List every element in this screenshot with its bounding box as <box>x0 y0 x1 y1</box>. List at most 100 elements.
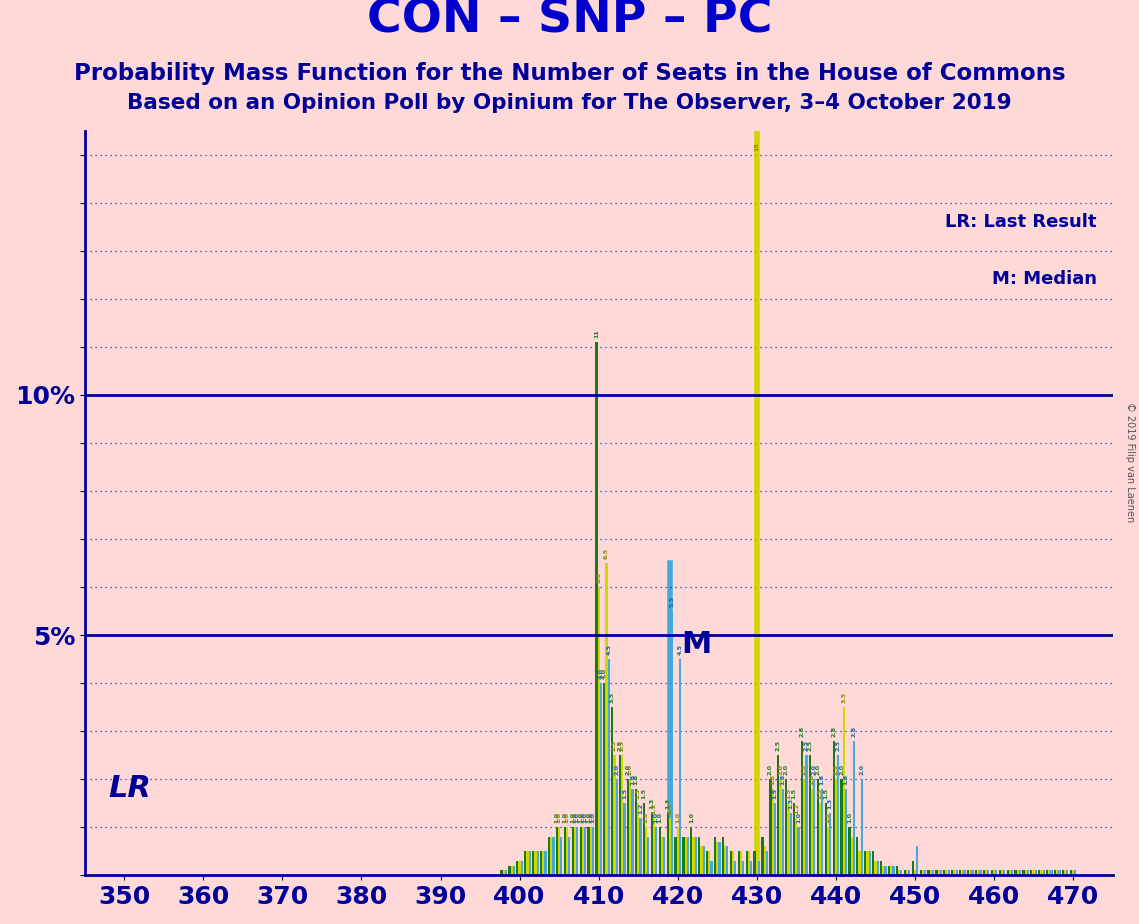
Text: 1.0: 1.0 <box>581 812 585 823</box>
Bar <box>906 870 908 875</box>
Bar <box>785 779 787 875</box>
Bar <box>703 846 705 875</box>
Bar <box>859 851 861 875</box>
Text: M: Median: M: Median <box>992 271 1097 288</box>
Bar <box>883 866 884 875</box>
Bar <box>1042 870 1044 875</box>
Bar <box>528 851 531 875</box>
Bar <box>653 818 655 875</box>
Bar <box>677 827 679 875</box>
Bar <box>532 851 534 875</box>
Bar <box>516 861 518 875</box>
Bar <box>666 813 669 875</box>
Bar <box>916 846 918 875</box>
Bar <box>1001 870 1003 875</box>
Bar <box>614 755 615 875</box>
Bar <box>865 851 867 875</box>
Text: 2.5: 2.5 <box>804 740 809 751</box>
Bar <box>967 870 969 875</box>
Bar <box>626 779 629 875</box>
Text: 1.5: 1.5 <box>818 788 822 799</box>
Text: 1.8: 1.8 <box>780 773 785 785</box>
Bar <box>552 837 555 875</box>
Bar <box>779 779 781 875</box>
Text: 1.0: 1.0 <box>796 812 801 823</box>
Text: 2.0: 2.0 <box>625 764 631 775</box>
Bar <box>580 827 582 875</box>
Bar <box>620 755 621 875</box>
Bar <box>711 861 713 875</box>
Bar <box>1024 870 1026 875</box>
Bar <box>861 779 863 875</box>
Text: 1.0: 1.0 <box>557 812 562 823</box>
Bar <box>927 870 929 875</box>
Bar <box>875 861 877 875</box>
Bar <box>730 851 732 875</box>
Bar <box>898 870 900 875</box>
Bar <box>1038 870 1040 875</box>
Text: 1.2: 1.2 <box>667 803 672 814</box>
Bar <box>769 779 771 875</box>
Bar <box>568 837 571 875</box>
Bar <box>829 813 831 875</box>
Bar <box>534 851 536 875</box>
Text: 1.0: 1.0 <box>565 812 570 823</box>
Bar <box>961 870 964 875</box>
Bar <box>722 837 724 875</box>
Bar <box>813 779 816 875</box>
Bar <box>843 707 845 875</box>
Bar <box>621 755 623 875</box>
Bar <box>749 861 752 875</box>
Bar <box>884 866 886 875</box>
Bar <box>935 870 937 875</box>
Bar <box>972 870 974 875</box>
Text: 1.8: 1.8 <box>630 773 636 785</box>
Bar <box>647 837 649 875</box>
Text: 4.5: 4.5 <box>678 644 682 655</box>
Bar <box>765 851 768 875</box>
Bar <box>903 870 906 875</box>
Bar <box>761 837 763 875</box>
Text: 1.0: 1.0 <box>573 812 577 823</box>
Text: 1.3: 1.3 <box>788 797 793 809</box>
Bar <box>888 866 890 875</box>
Text: 2.5: 2.5 <box>617 740 623 751</box>
Text: 1.8: 1.8 <box>810 773 814 785</box>
Bar <box>631 789 633 875</box>
Bar <box>1026 870 1029 875</box>
Text: 1.0: 1.0 <box>675 812 680 823</box>
Bar <box>548 837 550 875</box>
Text: 6.5: 6.5 <box>604 548 609 559</box>
Bar <box>943 870 945 875</box>
Bar <box>608 659 609 875</box>
Bar <box>536 851 539 875</box>
Bar <box>819 803 821 875</box>
Text: 1.8: 1.8 <box>633 773 639 785</box>
Bar <box>945 870 948 875</box>
Bar <box>932 870 934 875</box>
Bar <box>748 851 749 875</box>
Text: 1.0: 1.0 <box>689 812 694 823</box>
Bar <box>817 779 819 875</box>
Text: 2.5: 2.5 <box>836 740 841 751</box>
Text: 1.3: 1.3 <box>649 797 654 809</box>
Bar <box>980 870 982 875</box>
Bar <box>845 789 847 875</box>
Bar <box>948 870 950 875</box>
Bar <box>740 851 743 875</box>
Bar <box>706 851 708 875</box>
Bar <box>558 827 560 875</box>
Text: 1.0: 1.0 <box>587 812 591 823</box>
Text: 2.0: 2.0 <box>816 764 820 775</box>
Bar <box>811 789 813 875</box>
Bar <box>940 870 942 875</box>
Bar <box>505 870 507 875</box>
Bar <box>1054 870 1056 875</box>
Text: 2.0: 2.0 <box>802 764 806 775</box>
Text: 1.0: 1.0 <box>590 812 596 823</box>
Text: 1.0: 1.0 <box>582 812 588 823</box>
Bar <box>582 827 584 875</box>
Bar <box>550 837 552 875</box>
Bar <box>857 837 859 875</box>
Text: 5.5: 5.5 <box>670 596 674 607</box>
